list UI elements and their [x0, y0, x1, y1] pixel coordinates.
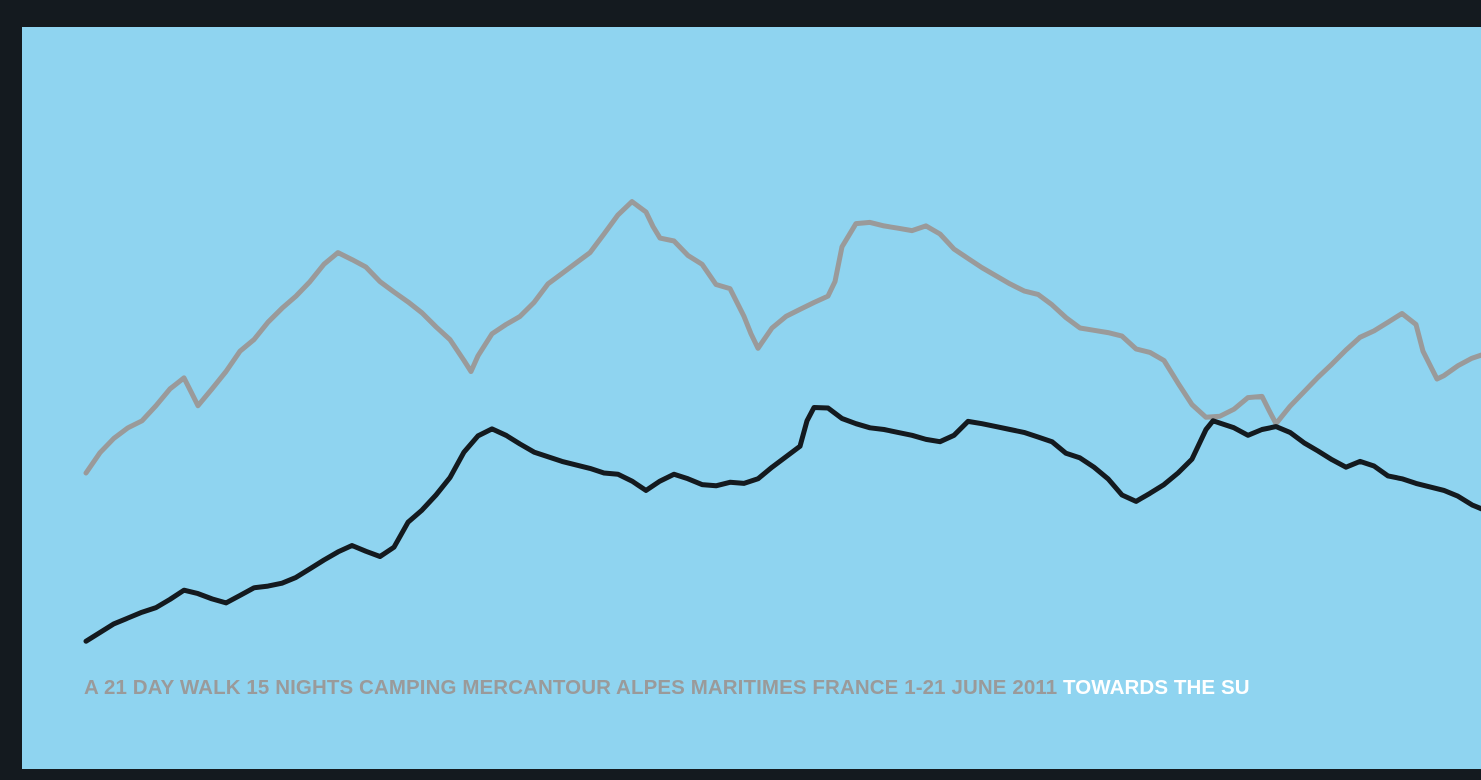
elevation-profile-chart [83, 199, 1481, 644]
series-line-upper [83, 199, 1481, 476]
caption-main-text: A 21 DAY WALK 15 NIGHTS CAMPING MERCANTO… [84, 676, 1058, 699]
poster-panel: A 21 DAY WALK 15 NIGHTS CAMPING MERCANTO… [22, 27, 1481, 769]
caption-highlight-text: TOWARDS THE SU [1063, 676, 1250, 699]
series-layer [83, 199, 1481, 644]
series-line-lower [83, 405, 1481, 644]
caption: A 21 DAY WALK 15 NIGHTS CAMPING MERCANTO… [84, 676, 1250, 699]
